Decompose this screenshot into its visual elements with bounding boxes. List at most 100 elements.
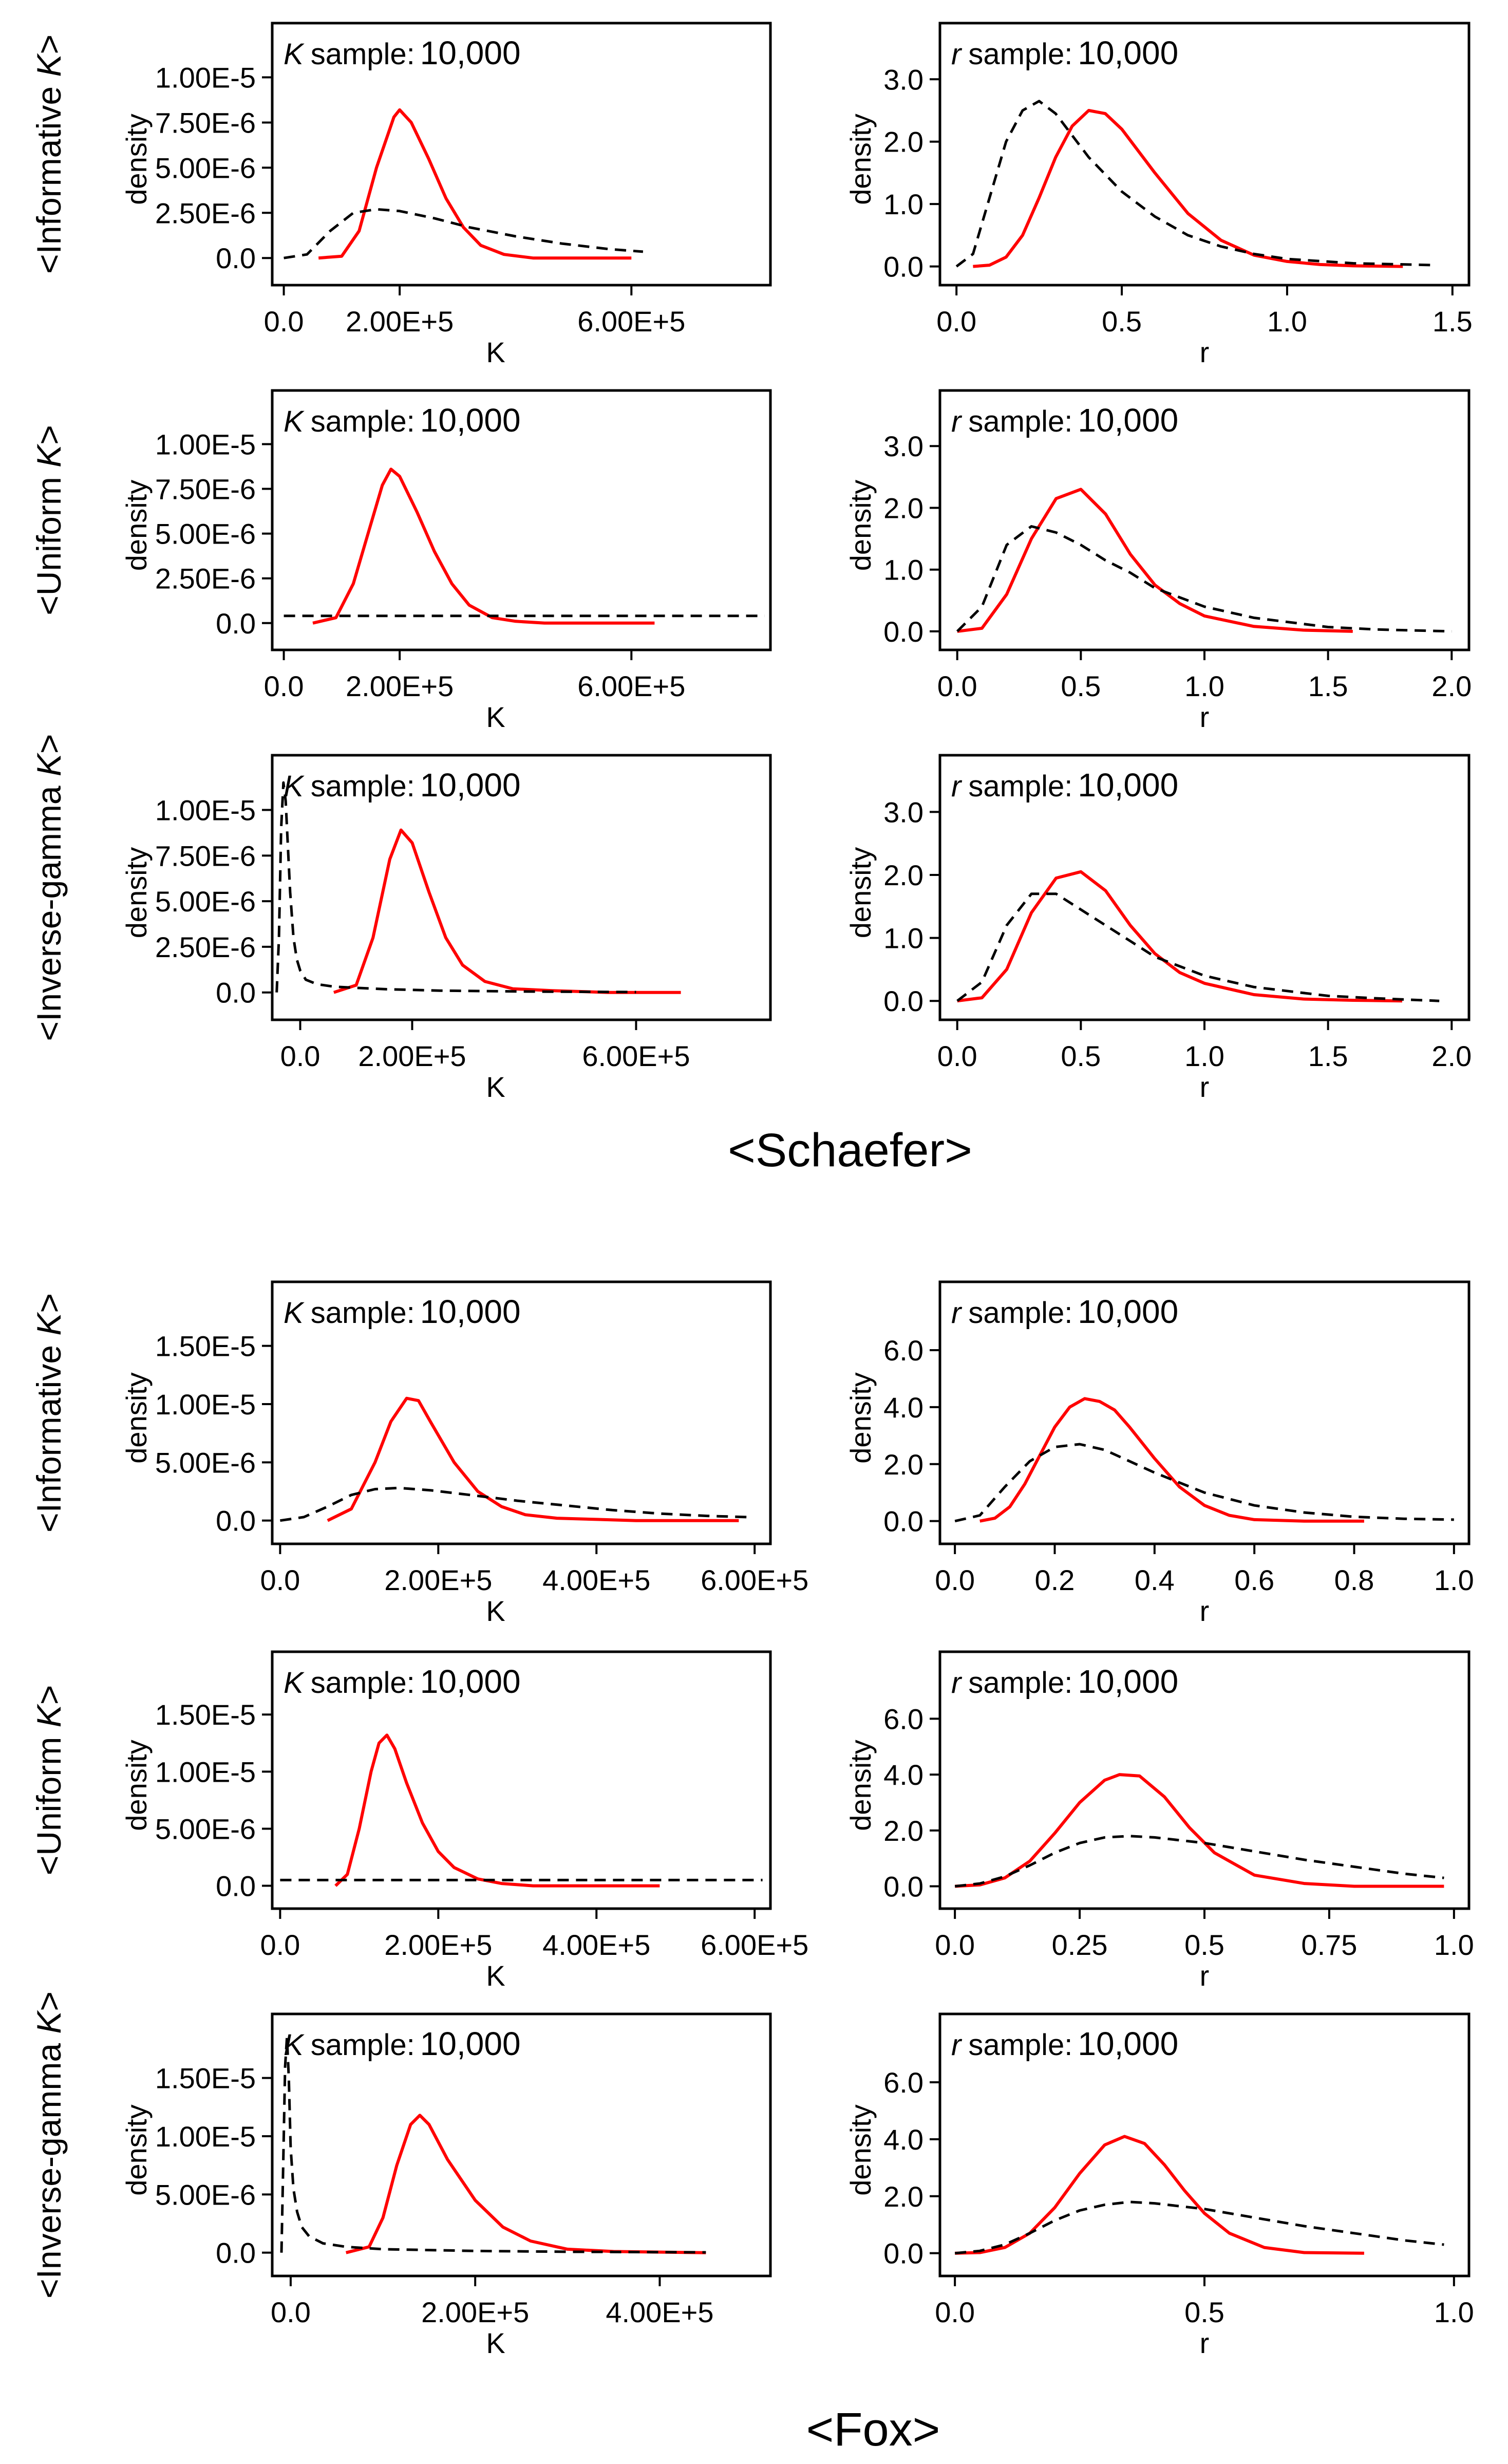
x-tick-label: 0.5 xyxy=(1061,670,1101,702)
plot-frame xyxy=(271,754,772,1021)
posterior-density-line xyxy=(318,108,632,260)
sample-annotation: r sample: 10,000 xyxy=(951,1663,1178,1700)
y-tick-label: 1.50E-5 xyxy=(155,2062,256,2095)
x-tick-label: 0.25 xyxy=(1052,1929,1108,1961)
x-tick-label: 0.0 xyxy=(260,1929,300,1961)
plot-frame xyxy=(938,22,1471,287)
prior-density-line xyxy=(955,100,1436,268)
y-tick-label: 0.0 xyxy=(216,2237,256,2269)
plot-frame xyxy=(271,2012,772,2278)
x-axis-label: r xyxy=(1200,2327,1210,2359)
y-tick-label: 2.0 xyxy=(883,126,923,158)
parameter-symbol: K xyxy=(284,405,305,438)
row-label: <Inverse-gamma K> xyxy=(30,734,68,1041)
posterior-density-line xyxy=(312,468,655,625)
x-tick-label: 0.0 xyxy=(937,670,977,702)
x-tick-label: 0.6 xyxy=(1234,1564,1274,1596)
y-tick-label: 5.00E-6 xyxy=(155,885,256,918)
sample-size: 10,000 xyxy=(420,767,521,804)
x-tick-label: 6.00E+5 xyxy=(577,670,685,702)
row-labels-layer: <Informative K> <Uniform K> <Inverse-gamma… xyxy=(30,34,68,2299)
x-tick-label: 0.75 xyxy=(1301,1929,1357,1961)
posterior-density-line xyxy=(957,488,1353,633)
x-tick-label: 0.0 xyxy=(935,1929,975,1961)
x-tick-label: 0.0 xyxy=(935,1564,975,1596)
x-tick-label: 2.00E+5 xyxy=(346,670,454,702)
y-tick-label: 7.50E-6 xyxy=(155,839,256,872)
parameter-symbol: r xyxy=(951,2028,963,2062)
y-axis-label: density xyxy=(844,1372,877,1463)
y-tick-label: 0.0 xyxy=(216,1505,256,1537)
plot-frame xyxy=(938,1280,1471,1545)
sample-size: 10,000 xyxy=(420,1293,521,1330)
prior-density-line xyxy=(954,2200,1444,2255)
parameter-symbol: K xyxy=(284,1296,305,1330)
sample-size: 10,000 xyxy=(1078,1663,1178,1700)
x-tick-label: 2.00E+5 xyxy=(346,305,454,338)
x-axis-label: K xyxy=(486,1595,505,1627)
y-tick-label: 2.0 xyxy=(883,2180,923,2213)
posterior-density-line xyxy=(955,1773,1444,1888)
y-tick-label: 2.0 xyxy=(883,859,923,891)
x-tick-label: 0.0 xyxy=(264,670,304,702)
y-axis-label: density xyxy=(120,1740,153,1831)
y-tick-label: 1.0 xyxy=(883,922,923,955)
x-tick-label: 0.0 xyxy=(936,305,976,338)
x-tick-label: 1.0 xyxy=(1184,670,1224,702)
row-label: <Inverse-gamma K> xyxy=(30,1991,68,2299)
prior-density-line xyxy=(280,2036,706,2254)
parameter-symbol: r xyxy=(951,770,963,803)
sample-size: 10,000 xyxy=(420,1663,521,1700)
y-tick-label: 3.0 xyxy=(883,63,923,96)
sample-label: sample: xyxy=(311,405,415,438)
row-label: <Uniform K> xyxy=(30,425,68,615)
sample-annotation: r sample: 10,000 xyxy=(951,2025,1178,2062)
y-tick-label: 0.0 xyxy=(883,615,923,648)
parameter-symbol: r xyxy=(951,1666,963,1700)
y-tick-label: 0.0 xyxy=(883,1871,923,1903)
y-tick-label: 1.00E-5 xyxy=(155,794,256,827)
sample-size: 10,000 xyxy=(1078,767,1178,804)
sample-size: 10,000 xyxy=(1078,2025,1178,2062)
x-tick-label: 0.0 xyxy=(264,305,304,338)
x-tick-label: 0.5 xyxy=(1102,305,1142,338)
sample-annotation: r sample: 10,000 xyxy=(951,767,1178,804)
schaefer-group-title: <Schaefer> xyxy=(728,1124,972,1177)
sample-annotation: r sample: 10,000 xyxy=(951,1293,1178,1330)
y-tick-label: 5.00E-6 xyxy=(155,2178,256,2211)
prior-density-line xyxy=(280,1486,747,1522)
x-tick-label: 2.00E+5 xyxy=(358,1040,466,1072)
fox-group-title: <Fox> xyxy=(806,2403,940,2456)
x-tick-label: 1.0 xyxy=(1434,2296,1474,2328)
x-axis-label: K xyxy=(486,1071,505,1103)
x-tick-label: 1.0 xyxy=(1184,1040,1224,1072)
y-tick-label: 5.00E-6 xyxy=(155,152,256,184)
sample-size: 10,000 xyxy=(1078,402,1178,439)
sample-label: sample: xyxy=(968,38,1072,71)
posterior-density-line xyxy=(334,1733,660,1888)
y-tick-label: 7.50E-6 xyxy=(155,106,256,139)
x-tick-label: 0.4 xyxy=(1135,1564,1175,1596)
parameter-symbol: K xyxy=(284,1666,305,1700)
sample-label: sample: xyxy=(311,38,415,71)
x-tick-label: 6.00E+5 xyxy=(577,305,685,338)
y-tick-label: 2.50E-6 xyxy=(155,563,256,595)
x-axis-label: K xyxy=(486,701,505,733)
parameter-symbol: K xyxy=(284,770,305,803)
x-axis-label: r xyxy=(1200,336,1210,368)
x-tick-label: 1.5 xyxy=(1308,1040,1348,1072)
sample-size: 10,000 xyxy=(1078,34,1178,71)
y-tick-label: 1.00E-5 xyxy=(155,62,256,94)
y-axis-label: density xyxy=(120,2104,153,2195)
x-tick-label: 1.5 xyxy=(1308,670,1348,702)
row-label: <Informative K> xyxy=(30,34,68,274)
x-axis-label: K xyxy=(486,2327,505,2359)
